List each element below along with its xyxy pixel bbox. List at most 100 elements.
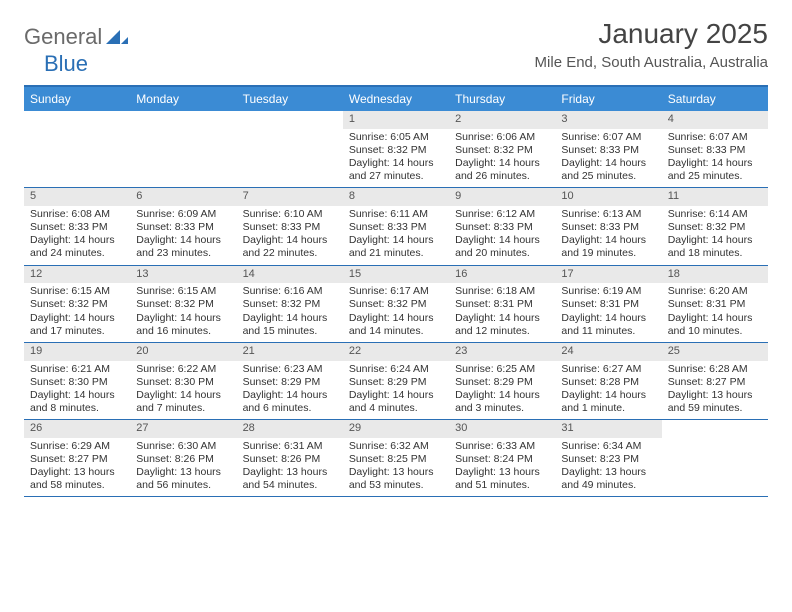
day-number: 18	[662, 266, 768, 284]
day-daylight2: and 25 minutes.	[668, 170, 762, 183]
day-sunset: Sunset: 8:33 PM	[561, 144, 655, 157]
day-of-week-row: Sunday Monday Tuesday Wednesday Thursday…	[24, 87, 768, 111]
day-sunset: Sunset: 8:31 PM	[561, 298, 655, 311]
day-body: Sunrise: 6:18 AMSunset: 8:31 PMDaylight:…	[449, 283, 555, 342]
day-daylight1: Daylight: 14 hours	[136, 234, 230, 247]
day-body: Sunrise: 6:12 AMSunset: 8:33 PMDaylight:…	[449, 206, 555, 265]
day-sunset: Sunset: 8:25 PM	[349, 453, 443, 466]
day-daylight2: and 12 minutes.	[455, 325, 549, 338]
day-body: Sunrise: 6:13 AMSunset: 8:33 PMDaylight:…	[555, 206, 661, 265]
day-sunset: Sunset: 8:27 PM	[30, 453, 124, 466]
day-cell: 29Sunrise: 6:32 AMSunset: 8:25 PMDayligh…	[343, 420, 449, 496]
day-body	[237, 129, 343, 135]
day-sunset: Sunset: 8:33 PM	[349, 221, 443, 234]
dow-tuesday: Tuesday	[237, 87, 343, 111]
day-daylight1: Daylight: 14 hours	[455, 157, 549, 170]
day-sunrise: Sunrise: 6:11 AM	[349, 208, 443, 221]
week-row: 5Sunrise: 6:08 AMSunset: 8:33 PMDaylight…	[24, 188, 768, 265]
day-body: Sunrise: 6:05 AMSunset: 8:32 PMDaylight:…	[343, 129, 449, 188]
day-sunset: Sunset: 8:32 PM	[243, 298, 337, 311]
day-daylight2: and 54 minutes.	[243, 479, 337, 492]
day-cell: 17Sunrise: 6:19 AMSunset: 8:31 PMDayligh…	[555, 266, 661, 342]
day-number	[662, 420, 768, 438]
day-body: Sunrise: 6:19 AMSunset: 8:31 PMDaylight:…	[555, 283, 661, 342]
day-sunset: Sunset: 8:33 PM	[455, 221, 549, 234]
day-body: Sunrise: 6:16 AMSunset: 8:32 PMDaylight:…	[237, 283, 343, 342]
day-daylight1: Daylight: 14 hours	[668, 234, 762, 247]
day-number	[24, 111, 130, 129]
day-cell: 20Sunrise: 6:22 AMSunset: 8:30 PMDayligh…	[130, 343, 236, 419]
week-row: 26Sunrise: 6:29 AMSunset: 8:27 PMDayligh…	[24, 420, 768, 497]
day-number: 11	[662, 188, 768, 206]
day-body: Sunrise: 6:29 AMSunset: 8:27 PMDaylight:…	[24, 438, 130, 497]
title-block: January 2025 Mile End, South Australia, …	[535, 18, 768, 71]
day-sunset: Sunset: 8:33 PM	[136, 221, 230, 234]
day-sunrise: Sunrise: 6:07 AM	[668, 131, 762, 144]
weeks-container: 1Sunrise: 6:05 AMSunset: 8:32 PMDaylight…	[24, 111, 768, 497]
day-body: Sunrise: 6:22 AMSunset: 8:30 PMDaylight:…	[130, 361, 236, 420]
day-sunset: Sunset: 8:32 PM	[349, 144, 443, 157]
day-body: Sunrise: 6:34 AMSunset: 8:23 PMDaylight:…	[555, 438, 661, 497]
day-sunrise: Sunrise: 6:14 AM	[668, 208, 762, 221]
day-daylight1: Daylight: 13 hours	[455, 466, 549, 479]
day-cell: 22Sunrise: 6:24 AMSunset: 8:29 PMDayligh…	[343, 343, 449, 419]
day-sunset: Sunset: 8:26 PM	[243, 453, 337, 466]
day-sunset: Sunset: 8:32 PM	[455, 144, 549, 157]
day-cell: 11Sunrise: 6:14 AMSunset: 8:32 PMDayligh…	[662, 188, 768, 264]
day-sunrise: Sunrise: 6:17 AM	[349, 285, 443, 298]
day-sunrise: Sunrise: 6:31 AM	[243, 440, 337, 453]
day-body	[130, 129, 236, 135]
day-number: 29	[343, 420, 449, 438]
dow-thursday: Thursday	[449, 87, 555, 111]
dow-sunday: Sunday	[24, 87, 130, 111]
day-body: Sunrise: 6:25 AMSunset: 8:29 PMDaylight:…	[449, 361, 555, 420]
day-daylight1: Daylight: 14 hours	[30, 312, 124, 325]
day-body	[24, 129, 130, 135]
day-sunset: Sunset: 8:32 PM	[349, 298, 443, 311]
day-sunset: Sunset: 8:29 PM	[243, 376, 337, 389]
day-daylight2: and 22 minutes.	[243, 247, 337, 260]
day-sunset: Sunset: 8:31 PM	[668, 298, 762, 311]
location: Mile End, South Australia, Australia	[535, 54, 768, 71]
day-cell: 31Sunrise: 6:34 AMSunset: 8:23 PMDayligh…	[555, 420, 661, 496]
day-cell: 23Sunrise: 6:25 AMSunset: 8:29 PMDayligh…	[449, 343, 555, 419]
day-number: 14	[237, 266, 343, 284]
day-sunrise: Sunrise: 6:27 AM	[561, 363, 655, 376]
day-daylight2: and 14 minutes.	[349, 325, 443, 338]
day-cell: 27Sunrise: 6:30 AMSunset: 8:26 PMDayligh…	[130, 420, 236, 496]
logo: General	[24, 24, 130, 50]
day-number: 16	[449, 266, 555, 284]
day-sunset: Sunset: 8:29 PM	[455, 376, 549, 389]
day-daylight2: and 25 minutes.	[561, 170, 655, 183]
day-daylight2: and 59 minutes.	[668, 402, 762, 415]
day-sunset: Sunset: 8:33 PM	[243, 221, 337, 234]
day-body: Sunrise: 6:33 AMSunset: 8:24 PMDaylight:…	[449, 438, 555, 497]
day-cell: 21Sunrise: 6:23 AMSunset: 8:29 PMDayligh…	[237, 343, 343, 419]
day-body	[662, 438, 768, 444]
day-body: Sunrise: 6:14 AMSunset: 8:32 PMDaylight:…	[662, 206, 768, 265]
day-cell: 5Sunrise: 6:08 AMSunset: 8:33 PMDaylight…	[24, 188, 130, 264]
day-sunset: Sunset: 8:32 PM	[136, 298, 230, 311]
day-daylight1: Daylight: 14 hours	[243, 312, 337, 325]
day-daylight1: Daylight: 14 hours	[668, 312, 762, 325]
day-daylight1: Daylight: 14 hours	[349, 157, 443, 170]
day-number: 31	[555, 420, 661, 438]
day-daylight2: and 4 minutes.	[349, 402, 443, 415]
day-daylight1: Daylight: 14 hours	[349, 389, 443, 402]
day-daylight2: and 8 minutes.	[30, 402, 124, 415]
day-number: 5	[24, 188, 130, 206]
day-cell: 19Sunrise: 6:21 AMSunset: 8:30 PMDayligh…	[24, 343, 130, 419]
day-daylight1: Daylight: 13 hours	[668, 389, 762, 402]
day-daylight1: Daylight: 14 hours	[243, 234, 337, 247]
day-daylight1: Daylight: 14 hours	[349, 312, 443, 325]
day-sunrise: Sunrise: 6:33 AM	[455, 440, 549, 453]
month-title: January 2025	[535, 18, 768, 50]
day-body: Sunrise: 6:28 AMSunset: 8:27 PMDaylight:…	[662, 361, 768, 420]
day-sunrise: Sunrise: 6:23 AM	[243, 363, 337, 376]
day-sunrise: Sunrise: 6:21 AM	[30, 363, 124, 376]
day-sunrise: Sunrise: 6:09 AM	[136, 208, 230, 221]
day-daylight1: Daylight: 14 hours	[668, 157, 762, 170]
day-daylight2: and 15 minutes.	[243, 325, 337, 338]
day-daylight2: and 53 minutes.	[349, 479, 443, 492]
day-cell: 28Sunrise: 6:31 AMSunset: 8:26 PMDayligh…	[237, 420, 343, 496]
